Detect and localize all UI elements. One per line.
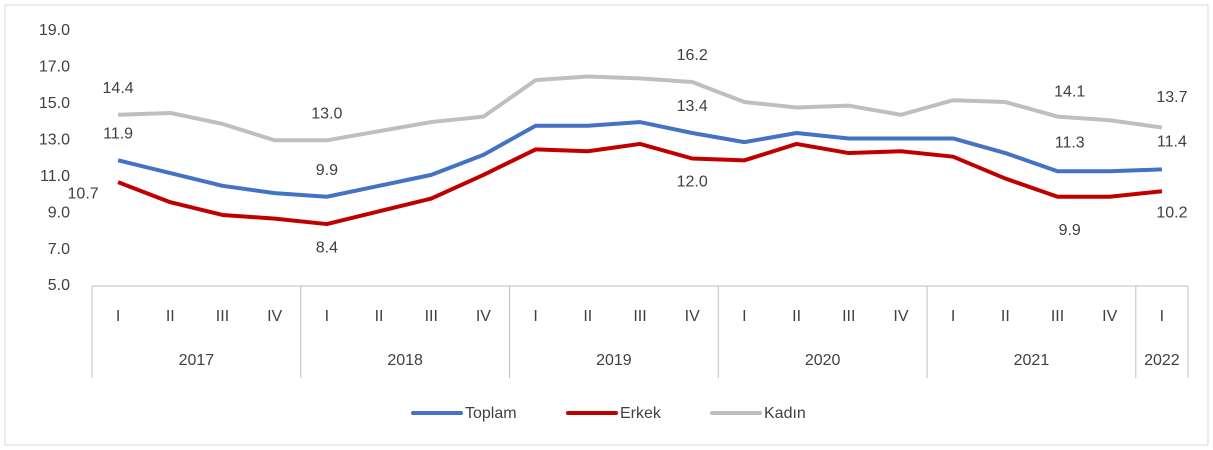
- series-line: [117, 120, 1162, 199]
- x-tick-label: I: [1160, 308, 1164, 325]
- data-label: 11.3: [1055, 134, 1085, 151]
- group-label: 2019: [596, 352, 632, 369]
- group-label: 2018: [387, 352, 423, 369]
- data-label: 13.7: [1156, 89, 1187, 106]
- x-tick-label: I: [742, 308, 746, 325]
- data-label: 12.0: [677, 174, 708, 191]
- data-label: 13.0: [311, 106, 342, 123]
- data-label: 16.2: [677, 47, 708, 64]
- x-tick-label: I: [533, 308, 537, 325]
- x-tick-label: II: [166, 308, 175, 325]
- y-tick-label: 11.0: [40, 168, 70, 185]
- y-tick-label: 19.0: [39, 22, 70, 39]
- y-tick-label: 15.0: [39, 95, 70, 112]
- legend-label: Toplam: [465, 405, 517, 422]
- y-tick-label: 13.0: [39, 132, 70, 149]
- x-tick-label: II: [375, 308, 384, 325]
- x-tick-label: III: [633, 308, 646, 325]
- legend-label: Erkek: [620, 405, 662, 422]
- data-label: 14.4: [103, 80, 134, 97]
- y-tick-label: 7.0: [48, 241, 70, 258]
- x-tick-label: III: [1051, 308, 1064, 325]
- x-tick-label: III: [216, 308, 229, 325]
- x-tick-label: II: [583, 308, 592, 325]
- y-tick-label: 17.0: [39, 59, 70, 76]
- data-label: 11.9: [103, 126, 133, 143]
- data-label: 11.4: [1157, 134, 1187, 151]
- x-tick-label: III: [425, 308, 438, 325]
- x-tick-label: IV: [893, 308, 908, 325]
- group-label: 2021: [1014, 352, 1050, 369]
- y-tick-label: 9.0: [48, 204, 70, 221]
- y-tick-label: 5.0: [48, 277, 70, 294]
- group-label: 2022: [1144, 352, 1180, 369]
- data-label: 10.2: [1156, 205, 1187, 222]
- x-tick-label: IV: [685, 308, 700, 325]
- data-label: 14.1: [1054, 83, 1085, 100]
- series-line: [117, 141, 1163, 227]
- x-tick-label: IV: [1102, 308, 1117, 325]
- series-line: [118, 74, 1163, 143]
- chart-border: [4, 4, 1209, 446]
- x-tick-label: I: [951, 308, 955, 325]
- x-tick-label: I: [116, 308, 120, 325]
- x-tick-label: II: [792, 308, 801, 325]
- x-tick-label: I: [325, 308, 329, 325]
- legend-label: Kadın: [764, 405, 806, 422]
- x-tick-label: IV: [476, 308, 491, 325]
- data-label: 8.4: [316, 239, 338, 256]
- data-label: 13.4: [677, 98, 708, 115]
- x-tick-label: IV: [267, 308, 282, 325]
- group-label: 2020: [805, 352, 841, 369]
- x-tick-label: II: [1001, 308, 1010, 325]
- x-tick-label: III: [842, 308, 855, 325]
- data-label: 9.9: [316, 162, 338, 179]
- data-label: 10.7: [68, 185, 99, 202]
- data-label: 9.9: [1059, 222, 1081, 239]
- group-label: 2017: [179, 352, 215, 369]
